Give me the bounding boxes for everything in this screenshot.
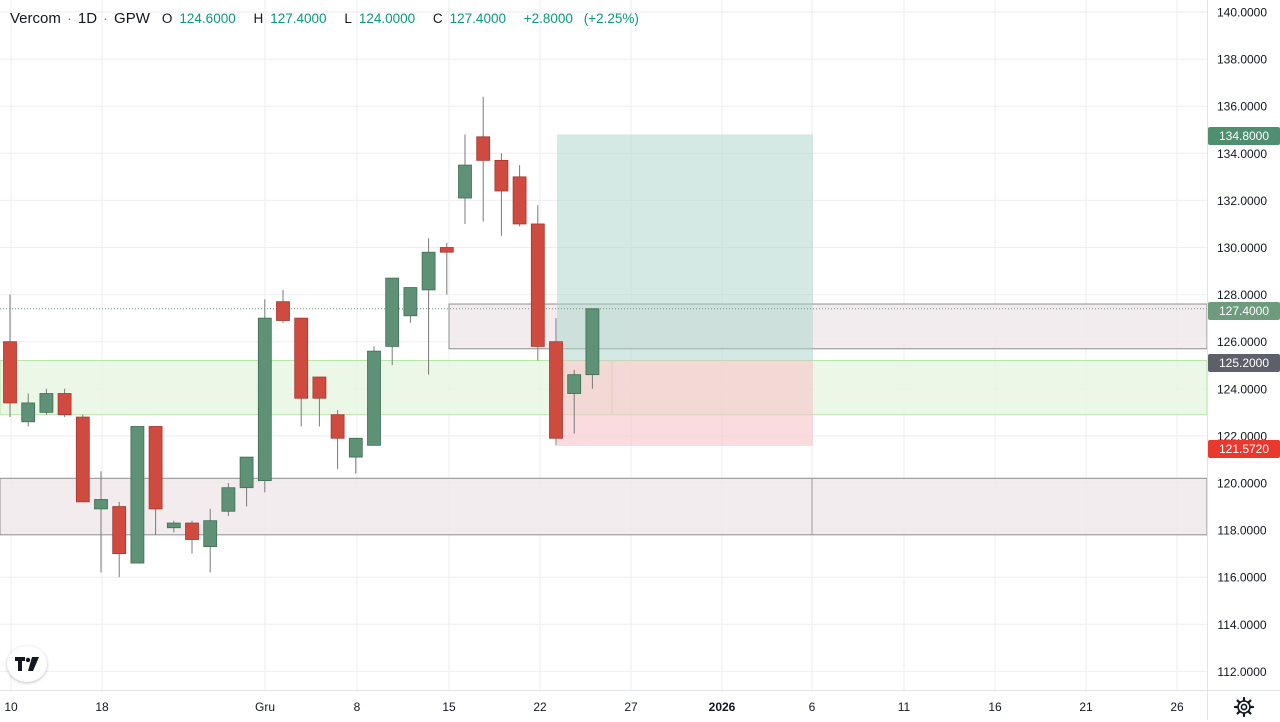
stop-zone — [557, 360, 813, 446]
candle-body — [94, 499, 108, 510]
tradingview-logo-icon[interactable] — [7, 646, 47, 682]
candle-body — [39, 393, 54, 413]
price-tick-label: 120.0000 — [1217, 477, 1267, 491]
time-tick-label: 8 — [354, 700, 361, 714]
ohlc-high: H 127.4000 — [253, 10, 327, 26]
candle-body — [476, 136, 491, 161]
change-value: +2.8000 — [523, 10, 573, 26]
gear-icon[interactable] — [1233, 696, 1255, 718]
separator-dot: · — [103, 9, 109, 27]
candle-body — [458, 164, 472, 199]
candle-body — [403, 287, 418, 317]
time-tick-label: 16 — [988, 700, 1002, 714]
candle-body — [312, 376, 327, 399]
price-badge-stop: 121.5720 — [1208, 440, 1280, 458]
candle-body — [348, 437, 363, 458]
time-tick-label: 18 — [95, 700, 109, 714]
price-tick-label: 128.0000 — [1217, 288, 1267, 302]
ohlc-values: O 124.6000 H 127.4000 L 124.0000 C 127.4000 … — [162, 11, 646, 26]
time-tick-label: 2026 — [709, 700, 736, 714]
time-tick-label: 26 — [1170, 700, 1184, 714]
candle-body — [112, 506, 127, 555]
candle-body — [276, 301, 290, 321]
price-tick-label: 116.0000 — [1217, 571, 1266, 585]
candle-body — [21, 402, 36, 423]
price-tick-label: 124.0000 — [1217, 382, 1267, 396]
separator-dot: · — [66, 9, 72, 27]
time-tick-label: 21 — [1079, 700, 1093, 714]
candle-body — [75, 416, 90, 503]
change-percent: (+2.25%) — [583, 10, 639, 26]
candle-body — [585, 308, 600, 376]
target-zone — [557, 134, 813, 361]
time-tick-label: 15 — [442, 700, 456, 714]
time-tick-label: 6 — [809, 700, 816, 714]
time-tick-label: Gru — [255, 700, 275, 714]
candle-body — [330, 414, 345, 439]
price-tick-label: 122.0000 — [1217, 429, 1267, 443]
price-tick-label: 118.0000 — [1217, 524, 1266, 538]
candle-body — [239, 456, 254, 489]
candle-body — [530, 223, 545, 347]
candle-body — [494, 159, 509, 192]
time-tick-label: 27 — [624, 700, 638, 714]
candle-body — [166, 522, 181, 529]
candle-body — [130, 426, 145, 564]
price-tick-label: 132.0000 — [1217, 194, 1267, 208]
price-tick-label: 112.0000 — [1217, 665, 1266, 679]
exchange-label: GPW — [114, 9, 150, 27]
price-tick-label: 130.0000 — [1217, 241, 1267, 255]
candle-body — [421, 251, 436, 291]
candle-body — [148, 426, 163, 510]
candle-body — [294, 317, 309, 399]
candle-body — [221, 487, 236, 512]
candle-body — [57, 393, 72, 416]
symbol-name[interactable]: Vercom — [10, 9, 61, 27]
candle-body — [367, 350, 381, 446]
candle-body — [203, 520, 218, 547]
candle-body — [549, 341, 563, 439]
range-zone-lower — [0, 477, 1208, 536]
candle-body — [567, 374, 582, 394]
price-tick-label: 140.0000 — [1217, 6, 1267, 20]
price-tick-label: 138.0000 — [1217, 53, 1267, 67]
candle-body — [385, 277, 400, 347]
interval-label[interactable]: 1D — [77, 9, 98, 27]
time-tick-label: 11 — [898, 700, 911, 714]
candle-body — [439, 247, 454, 253]
price-badge-target: 134.8000 — [1208, 127, 1280, 145]
candle-body — [185, 522, 199, 540]
price-tick-label: 126.0000 — [1217, 335, 1267, 349]
ohlc-open: O 124.6000 — [161, 10, 236, 26]
time-tick-label: 10 — [4, 700, 18, 714]
candle-body — [257, 317, 272, 482]
price-tick-label: 114.0000 — [1217, 618, 1266, 632]
candle-body — [3, 341, 17, 404]
price-badge-entry: 125.2000 — [1208, 354, 1280, 372]
price-tick-label: 136.0000 — [1217, 100, 1267, 114]
time-tick-label: 22 — [533, 700, 547, 714]
ohlc-low: L 124.0000 — [344, 10, 416, 26]
candle-body — [512, 176, 527, 225]
price-tick-label: 134.0000 — [1217, 147, 1267, 161]
ohlc-close: C 127.4000 — [432, 10, 506, 26]
price-badge-last: 127.4000 — [1208, 302, 1280, 320]
